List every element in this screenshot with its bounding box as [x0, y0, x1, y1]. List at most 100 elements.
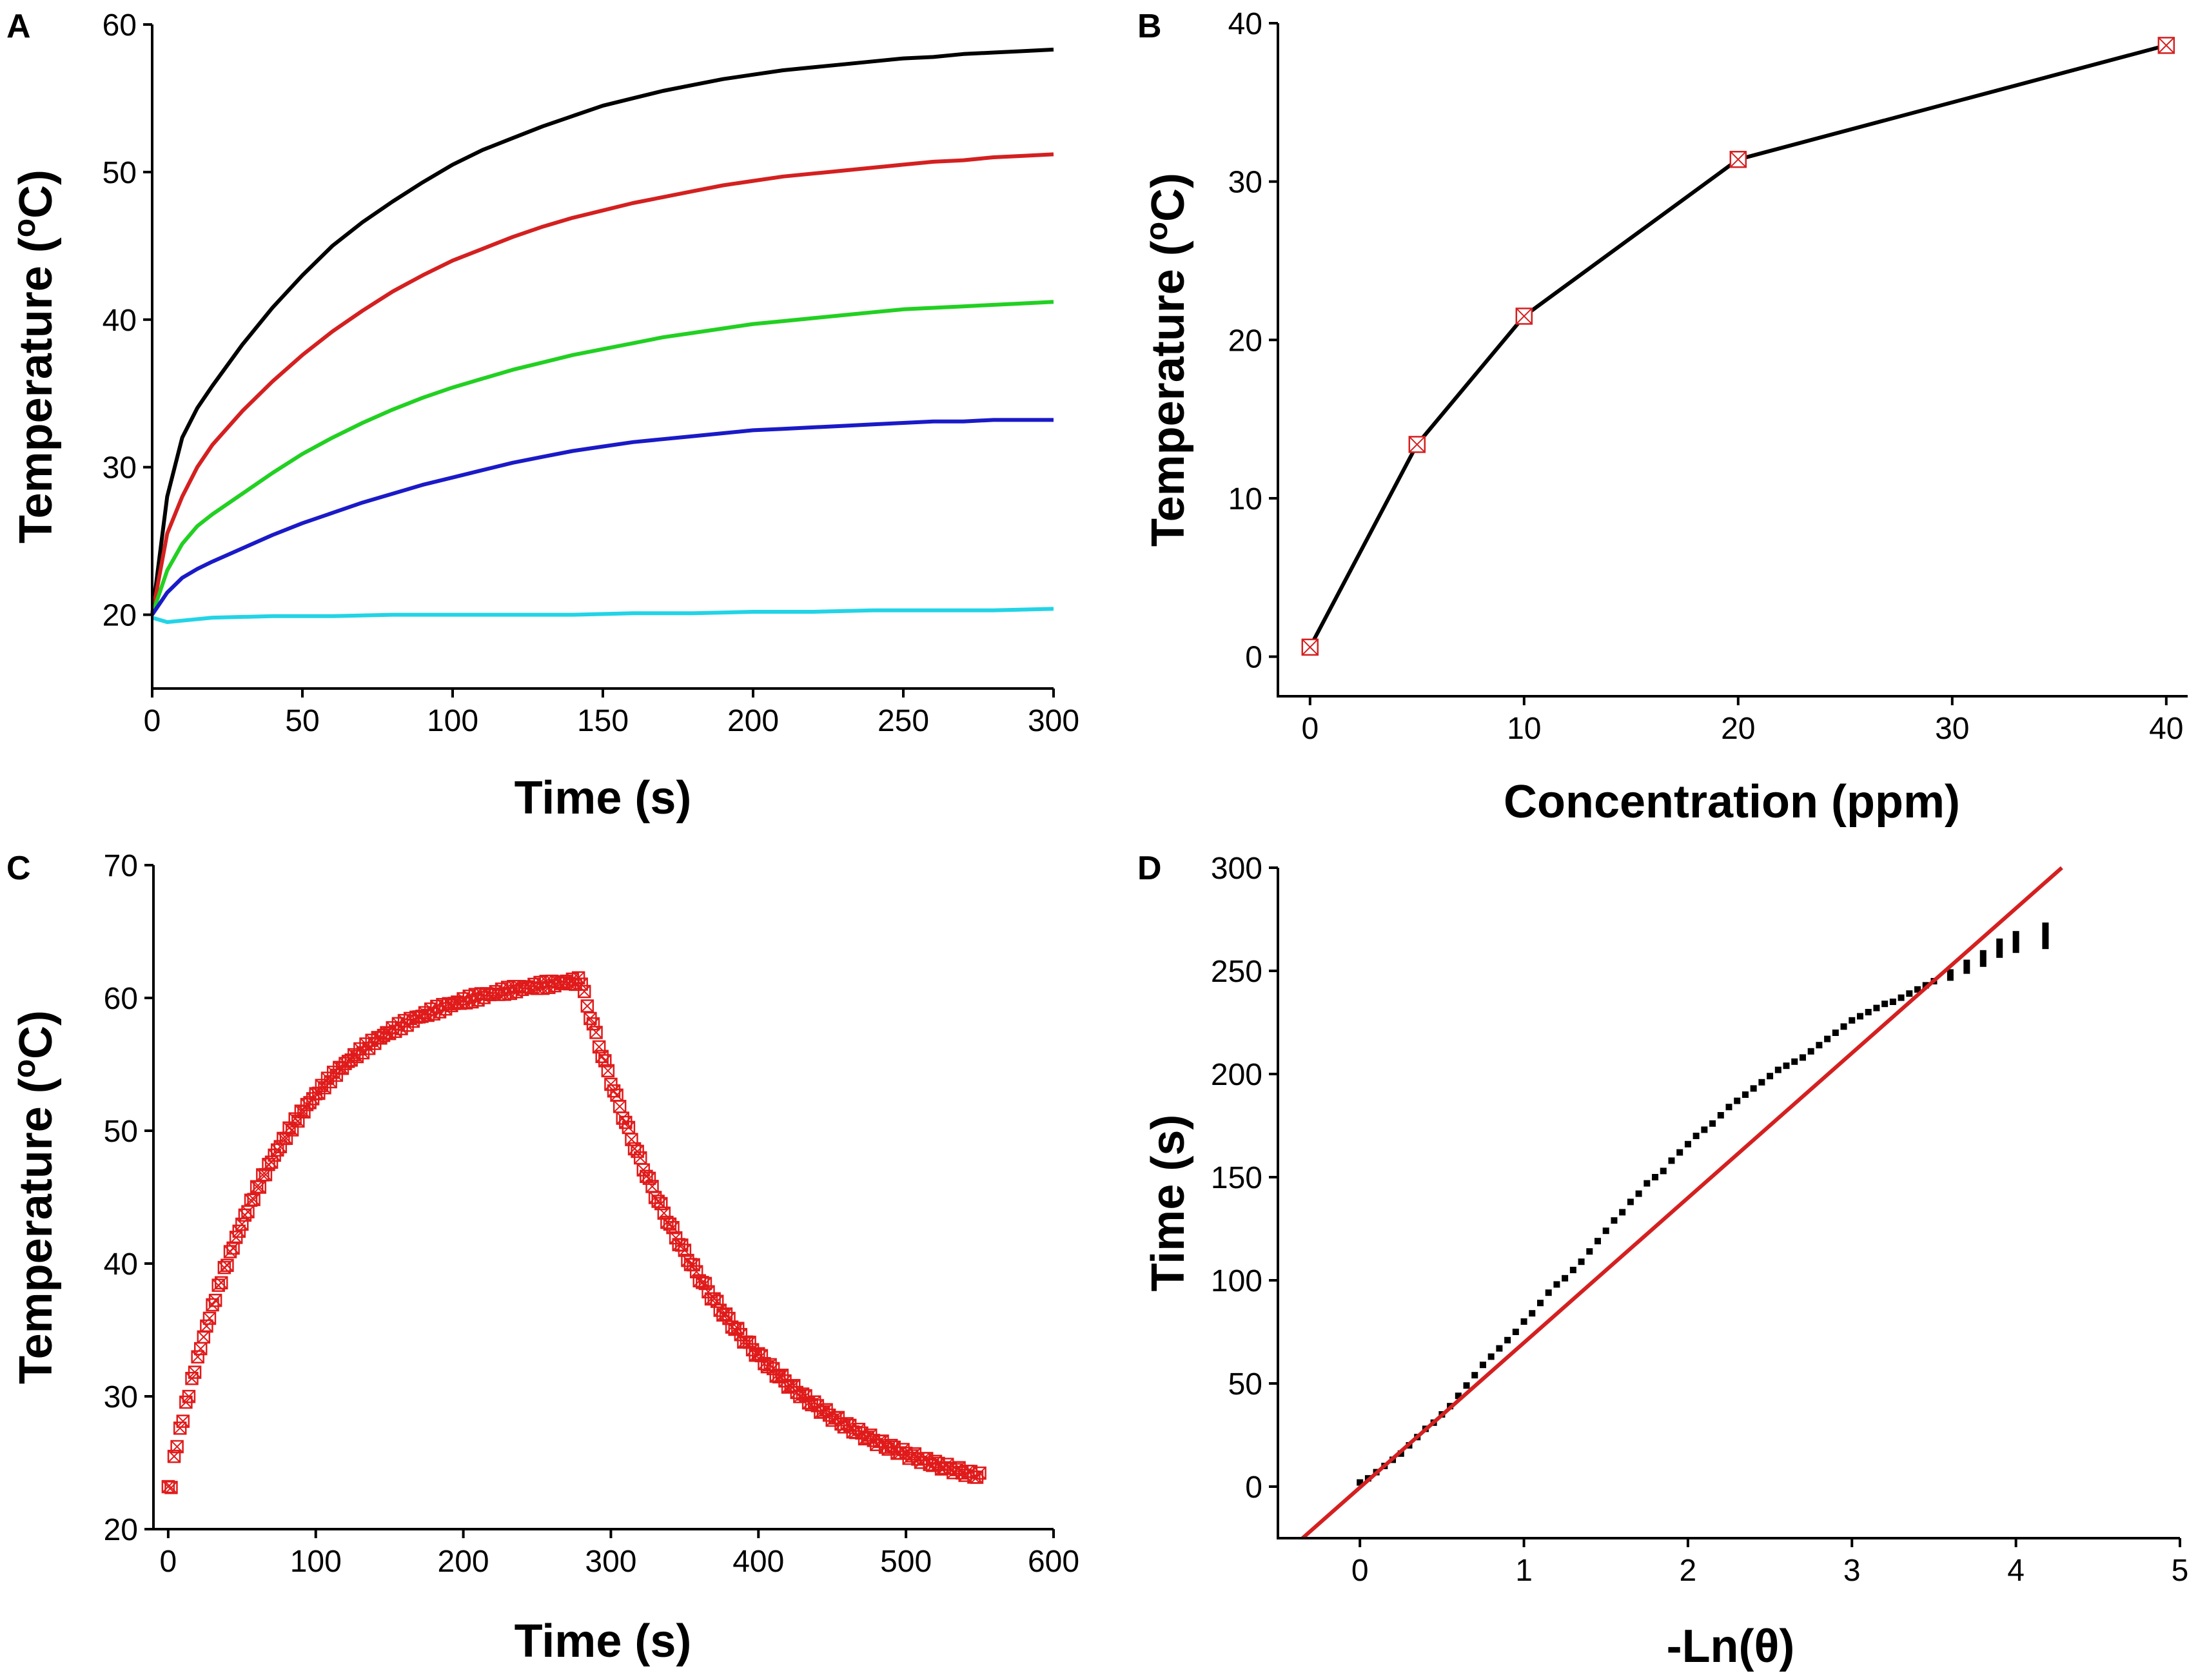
panel-d-x-axis-title: -Ln(θ): [1667, 1621, 1795, 1672]
data-point: [1676, 1149, 1683, 1156]
data-point: [577, 984, 591, 999]
data-point: [1408, 436, 1426, 453]
data-point: [232, 1224, 246, 1238]
data-point: [215, 1276, 228, 1290]
panel-letter-b: B: [1137, 8, 1162, 45]
data-point: [1553, 1281, 1560, 1288]
data-point: [1734, 1097, 1741, 1104]
panel-b-y-tick-label: 30: [1228, 166, 1262, 200]
panel-d-x-tick-label: 2: [1680, 1554, 1697, 1588]
data-point: [1504, 1336, 1511, 1343]
data-point: [170, 1440, 184, 1454]
panel-c-y-tick-label: 30: [104, 1380, 138, 1414]
panel-b-y-tick-label: 20: [1228, 324, 1262, 358]
panel-d-y-tick-label: 200: [1211, 1058, 1262, 1092]
panel-b-x-tick-label: 10: [1507, 712, 1541, 746]
panel-b-y-axis-title: Temperature (oC): [1140, 173, 1195, 547]
data-point: [1996, 938, 2003, 958]
data-point: [1750, 1085, 1757, 1092]
panel-a-y-tick-label: 20: [103, 599, 137, 633]
data-point: [1529, 1310, 1536, 1317]
data-point: [1824, 1035, 1831, 1042]
panel-a-y-tick-label: 40: [103, 304, 137, 338]
data-point: [1856, 1013, 1863, 1020]
data-point: [1520, 1318, 1527, 1325]
data-point: [1635, 1190, 1642, 1197]
data-point: [1922, 982, 1929, 989]
panel-d-y-tick-label: 300: [1211, 852, 1262, 886]
data-point: [208, 1293, 222, 1307]
panel-b-y-tick-label: 10: [1228, 482, 1262, 516]
panel-c-plot-area: [161, 971, 986, 1494]
panel-b-x-tick-label: 0: [1301, 712, 1319, 746]
data-point: [182, 1389, 196, 1403]
data-point: [687, 1258, 700, 1272]
series-line-red: [150, 152, 1054, 616]
panel-c-y-tick-label: 60: [104, 982, 138, 1016]
panel-a-x-tick-label: 100: [427, 704, 478, 738]
data-point: [1627, 1198, 1634, 1206]
panel-d-y-tick-label: 100: [1211, 1264, 1262, 1298]
data-point: [1881, 1001, 1889, 1008]
panel-a-x-axis-title: Time (s): [515, 772, 692, 824]
panel-d-axes: [1277, 868, 2180, 1539]
panel-c-ticks: 0 100 200 300 400 500 600 20 30 40 50 60 70: [104, 849, 1079, 1579]
data-point: [1840, 1023, 1847, 1030]
panel-letter-d: D: [1137, 850, 1162, 887]
data-point: [1578, 1258, 1585, 1265]
data-point: [1644, 1180, 1651, 1187]
panel-b-x-tick-label: 20: [1721, 712, 1755, 746]
data-point: [589, 1026, 603, 1039]
data-point: [1709, 1120, 1716, 1127]
data-point: [1693, 1133, 1700, 1139]
panel-c-x-tick-label: 100: [290, 1545, 342, 1579]
panel-a-x-tick-label: 150: [577, 704, 629, 738]
data-point: [1479, 1362, 1486, 1369]
panel-b-plot-area: [1301, 37, 2175, 656]
data-point: [1729, 151, 1747, 168]
data-point: [1799, 1054, 1806, 1061]
data-point: [200, 1319, 213, 1333]
panel-d-y-axis-title: Time (s): [1143, 1115, 1194, 1292]
data-point: [973, 1466, 986, 1480]
panel-d-y-tick-label: 50: [1228, 1367, 1262, 1402]
panel-a-x-tick-label: 300: [1028, 704, 1079, 738]
panel-b-y-tick-label: 0: [1245, 641, 1262, 675]
data-point: [1515, 308, 1533, 325]
panel-c-x-tick-label: 200: [438, 1545, 489, 1579]
data-point: [1701, 1126, 1708, 1133]
data-point: [1562, 1275, 1569, 1282]
data-point: [1684, 1140, 1691, 1148]
data-point: [1791, 1058, 1798, 1065]
panel-d-x-tick-label: 3: [1843, 1554, 1861, 1588]
data-point: [1487, 1353, 1495, 1360]
panel-a-ticks: 0 50 100 150 200 250 300 20 30 40 50 60: [103, 8, 1079, 738]
panel-b-y-tick-label: 40: [1228, 7, 1262, 41]
data-point: [226, 1241, 240, 1255]
data-point: [601, 1064, 615, 1078]
panel-d-x-tick-label: 0: [1351, 1554, 1369, 1588]
panel-d-x-tick-label: 5: [2172, 1554, 2189, 1588]
panel-a-x-tick-label: 250: [878, 704, 929, 738]
panel-c-y-tick-label: 20: [104, 1513, 138, 1547]
data-point: [1898, 994, 1905, 1001]
data-point: [202, 1311, 217, 1325]
data-point: [264, 1155, 279, 1169]
data-point: [259, 1167, 273, 1182]
panel-a-x-tick-label: 50: [285, 704, 319, 738]
panel-a-y-tick-label: 60: [103, 8, 137, 43]
data-point: [1914, 986, 1921, 993]
data-point: [1832, 1030, 1839, 1036]
data-point: [1463, 1382, 1470, 1389]
panel-b: B 0 10 20 30 40 0 10 20 30 40 Concentration (ppm)…: [1137, 7, 2188, 828]
data-point: [1774, 1066, 1781, 1073]
data-point: [161, 1480, 175, 1494]
panel-letter-c: C: [6, 850, 31, 887]
panel-c-y-tick-label: 50: [104, 1115, 138, 1149]
data-point: [1865, 1009, 1872, 1015]
panel-letter-a: A: [6, 8, 31, 45]
panel-b-x-tick-label: 40: [2149, 712, 2183, 746]
